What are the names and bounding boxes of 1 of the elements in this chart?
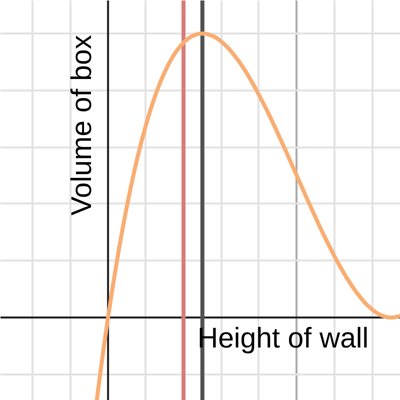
y-axis-title: Volume of box xyxy=(66,34,98,216)
